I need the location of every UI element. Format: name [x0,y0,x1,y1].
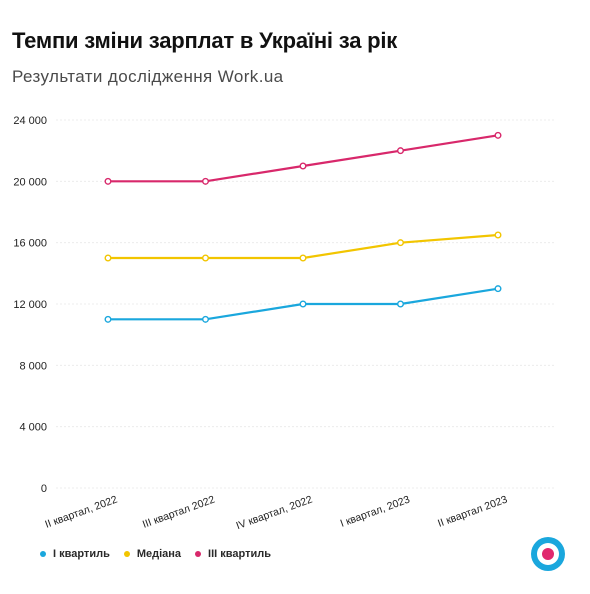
legend-label: Медіана [136,548,182,560]
data-point [104,315,112,323]
data-point [299,300,307,308]
legend-item: III квартиль [195,548,271,560]
data-point [201,254,209,262]
data-point [494,285,502,293]
legend-dot-icon [123,551,130,557]
y-tick-label: 24 000 [13,115,47,127]
data-point [397,300,405,308]
data-point [299,162,307,170]
x-tick-label: II квартал, 2022 [43,493,119,530]
legend-item: I квартиль [40,548,110,560]
chart-subtitle: Результати дослідження Work.ua [12,67,284,86]
work-ua-target-icon [531,537,565,571]
data-point [494,131,502,139]
legend-label: III квартиль [208,548,271,560]
legend-item: Медіана [123,548,182,560]
x-tick-label: IV квартал, 2022 [235,493,315,532]
data-point [299,254,307,262]
y-tick-label: 12 000 [13,299,47,311]
chart-grid [56,119,556,489]
data-point [104,177,112,185]
y-tick-label: 16 000 [13,238,47,250]
y-tick-label: 0 [41,483,47,495]
series-points [104,131,502,323]
x-axis: II квартал, 2022 III квартал 2022 IV кварт… [43,493,509,532]
logo-center-dot [542,548,554,560]
legend-dot-icon [195,551,202,557]
legend-dot-icon [40,551,46,557]
data-point [104,254,112,262]
legend-label: I квартиль [53,548,110,560]
x-tick-label: III квартал 2022 [141,493,217,530]
x-tick-label: II квартал 2023 [436,493,509,529]
data-point [397,147,405,155]
chart-title: Темпи зміни зарплат в Україні за рік [12,28,398,53]
data-point [397,239,405,247]
y-tick-label: 20 000 [13,176,47,188]
data-point [201,177,209,185]
y-tick-label: 8 000 [19,360,47,372]
chart-legend: I квартиль Медіана III квартиль [40,548,285,560]
y-tick-label: 4 000 [19,422,47,434]
x-tick-label: I квартал, 2023 [339,493,412,529]
y-axis: 0 4 000 8 000 12 000 16 000 20 000 24 000 [13,115,47,495]
data-point [201,315,209,323]
data-point [494,231,502,239]
series-line [108,134,499,183]
line-chart: 0 4 000 8 000 12 000 16 000 20 000 24 000 II к… [13,115,556,532]
